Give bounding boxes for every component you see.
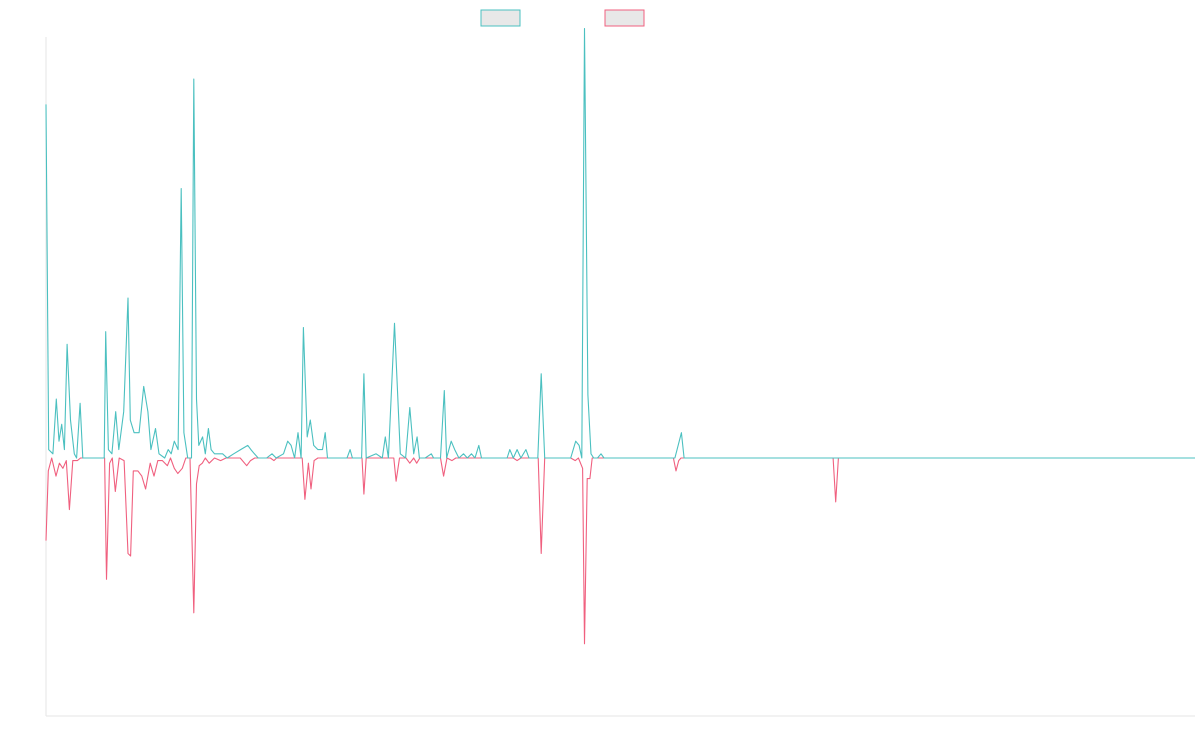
plot-area	[45, 28, 1195, 717]
chart-legend	[480, 9, 645, 27]
series-layer	[45, 28, 1195, 645]
series-line-2	[45, 457, 1195, 645]
legend-swatch-2[interactable]	[604, 9, 645, 27]
series-line-1	[45, 28, 1195, 459]
legend-swatch-1[interactable]	[480, 9, 521, 27]
